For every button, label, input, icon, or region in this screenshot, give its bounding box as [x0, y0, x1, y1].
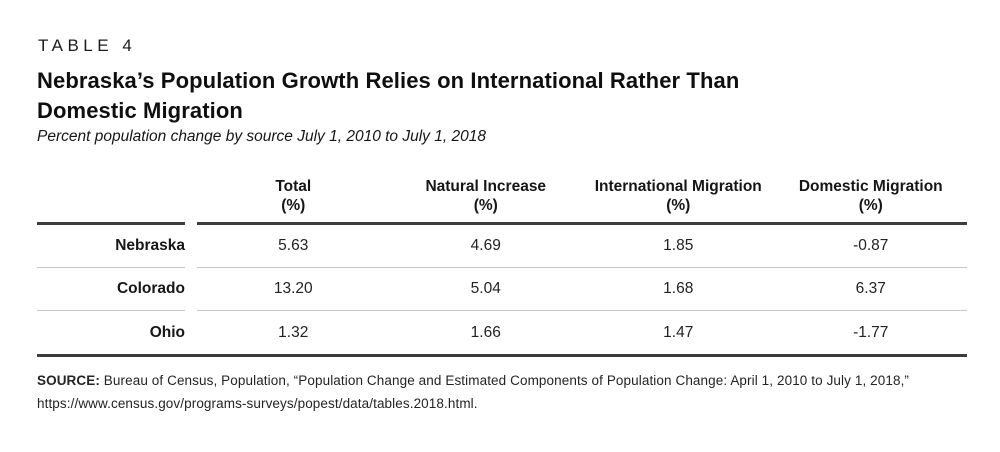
column-header-domestic-migration: Domestic Migration (%): [774, 176, 967, 225]
data-cell-nebraska-domestic-migration: -0.87: [774, 225, 967, 268]
source-note: SOURCE: Bureau of Census, Population, “P…: [37, 370, 967, 415]
column-header-unit: (%): [666, 197, 691, 214]
row-label: Ohio: [149, 323, 185, 341]
column-header-unit: (%): [281, 197, 306, 214]
data-table: Total (%) Natural Increase (%) Internati…: [37, 176, 967, 357]
table-bottom-rule: [37, 354, 967, 357]
table-row-ohio: Ohio 1.32 1.66 1.47 -1.77: [37, 311, 967, 354]
column-header-unit: (%): [473, 197, 498, 214]
table-header-row: Total (%) Natural Increase (%) Internati…: [37, 176, 967, 225]
column-header-name: Domestic Migration: [798, 178, 943, 195]
data-cell-nebraska-natural-increase: 4.69: [389, 225, 582, 268]
row-label: Nebraska: [37, 225, 185, 268]
table-title: Nebraska’s Population Growth Relies on I…: [37, 66, 937, 126]
data-cell-colorado-domestic-migration: 6.37: [774, 268, 967, 311]
table-title-line-2: Domestic Migration: [37, 98, 243, 123]
source-label: SOURCE:: [37, 373, 100, 388]
table-subtitle: Percent population change by source July…: [37, 128, 486, 145]
data-cell-ohio-international-migration: 1.47: [663, 323, 694, 341]
column-header-name: Natural Increase: [425, 178, 547, 195]
data-cell-nebraska-international-migration: 1.85: [582, 225, 775, 268]
data-cell-colorado-international-migration: 1.68: [582, 268, 775, 311]
header-spacer-cell: [37, 176, 185, 225]
data-cell-ohio-domestic-migration: -1.77: [853, 323, 889, 341]
data-cell-ohio-natural-increase: 1.66: [470, 323, 501, 341]
table-row-nebraska: Nebraska 5.63 4.69 1.85 -0.87: [37, 225, 967, 268]
table-title-line-1: Nebraska’s Population Growth Relies on I…: [37, 68, 740, 93]
column-header-total: Total (%): [197, 176, 390, 225]
source-text: Bureau of Census, Population, “Populatio…: [37, 373, 910, 411]
column-gap: [185, 311, 197, 354]
table-number-label: TABLE 4: [38, 36, 137, 55]
column-gap: [185, 268, 197, 311]
table-row-colorado: Colorado 13.20 5.04 1.68 6.37: [37, 268, 967, 311]
column-header-name: International Migration: [594, 178, 762, 195]
column-gap: [185, 176, 197, 225]
data-cell-ohio-total: 1.32: [278, 323, 309, 341]
row-label: Colorado: [37, 268, 185, 311]
data-cell-colorado-natural-increase: 5.04: [389, 268, 582, 311]
data-cell-colorado-total: 13.20: [197, 268, 390, 311]
column-header-name: Total: [275, 178, 312, 195]
column-gap: [185, 225, 197, 268]
data-cell-nebraska-total: 5.63: [197, 225, 390, 268]
column-header-natural-increase: Natural Increase (%): [389, 176, 582, 225]
column-header-unit: (%): [858, 197, 883, 214]
column-header-international-migration: International Migration (%): [582, 176, 775, 225]
